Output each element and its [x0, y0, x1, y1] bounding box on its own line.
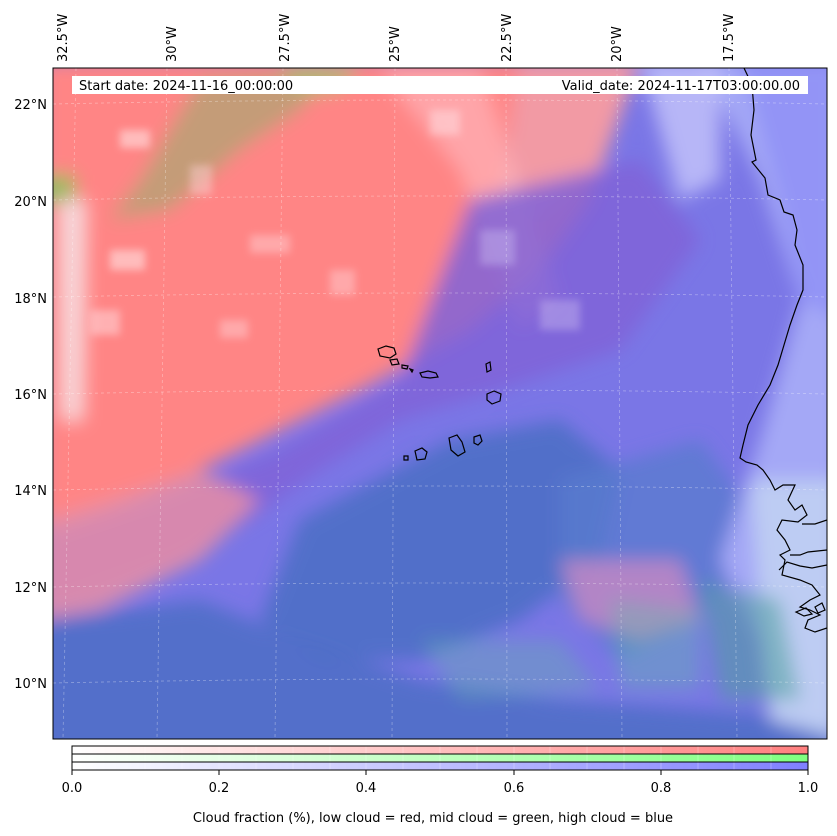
lat-label: 18°N: [14, 292, 47, 307]
coastline: [377, 68, 827, 633]
colorbar-tick-label: 0.4: [356, 781, 377, 796]
colorbar-high: [72, 762, 808, 770]
colorbar-tick-label: 1.0: [798, 781, 819, 796]
map-frame: [52, 67, 828, 740]
lon-label: 30°W: [165, 26, 180, 62]
lon-label: 20°W: [610, 26, 625, 62]
lat-label: 12°N: [14, 581, 47, 596]
colorbar-tick-label: 0.0: [62, 781, 83, 796]
lat-label: 14°N: [14, 484, 47, 499]
graticule: [53, 68, 827, 739]
start-date-label: Start date: 2024-11-16_00:00:00: [79, 79, 293, 94]
cloud-field: [53, 68, 827, 739]
colorbar-tick-label: 0.8: [651, 781, 672, 796]
colorbar-mid: [72, 754, 808, 762]
valid-date-label: Valid_date: 2024-11-17T03:00:00.00: [562, 79, 800, 94]
colorbar: 0.0 0.2 0.4 0.6 0.8 1.0 Cloud fraction (…: [62, 745, 819, 826]
colorbar-low: [72, 746, 808, 754]
lon-label: 32.5°W: [56, 14, 71, 62]
lat-label: 22°N: [14, 98, 47, 113]
longitude-labels: 32.5°W 30°W 27.5°W 25°W 22.5°W 20°W 17.5…: [56, 14, 737, 62]
lon-label: 17.5°W: [722, 14, 737, 62]
lat-label: 20°N: [14, 195, 47, 210]
lon-label: 25°W: [388, 26, 403, 62]
colorbar-label: Cloud fraction (%), low cloud = red, mid…: [193, 811, 673, 826]
latitude-labels: 22°N 20°N 18°N 16°N 14°N 12°N 10°N: [14, 98, 47, 692]
lat-label: 16°N: [14, 388, 47, 403]
lat-label: 10°N: [14, 677, 47, 692]
date-info-box: [72, 76, 808, 94]
lon-label: 22.5°W: [500, 14, 515, 62]
lon-label: 27.5°W: [278, 14, 293, 62]
colorbar-tick-label: 0.2: [209, 781, 230, 796]
colorbar-tick-label: 0.6: [504, 781, 525, 796]
